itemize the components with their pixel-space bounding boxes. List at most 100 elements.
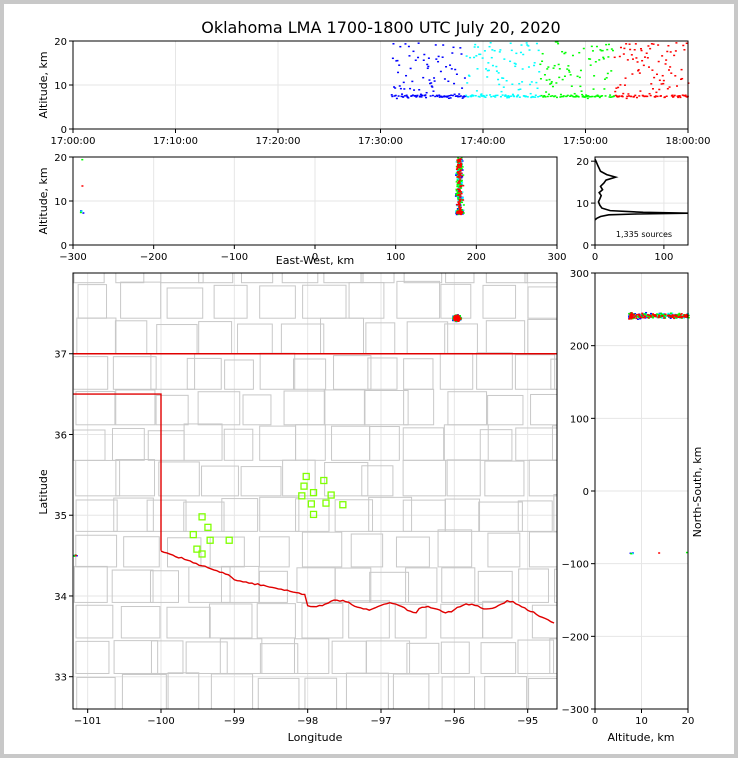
source-point-time xyxy=(557,42,560,45)
source-point-time xyxy=(587,58,590,60)
source-point-ns xyxy=(654,315,657,317)
source-point-time xyxy=(414,59,417,62)
source-point-time xyxy=(545,79,548,81)
county-outline xyxy=(323,389,366,426)
ew-xtick-label: −300 xyxy=(59,252,86,263)
source-point-time xyxy=(613,56,616,59)
hist-ytick-label: 20 xyxy=(576,157,589,168)
source-point-time xyxy=(501,77,504,79)
altitude-histogram-line xyxy=(594,158,689,221)
county-outline xyxy=(158,461,200,497)
source-point-time xyxy=(611,49,614,52)
county-outline xyxy=(183,423,223,461)
source-point-time xyxy=(574,95,577,98)
county-outline xyxy=(440,641,470,674)
source-point-time xyxy=(494,96,497,98)
time-ytick-label: 0 xyxy=(61,125,67,136)
source-point-time xyxy=(514,63,517,65)
source-point-ns xyxy=(641,314,644,316)
source-point-time xyxy=(422,59,425,61)
source-point-time xyxy=(451,52,454,54)
source-point-time xyxy=(493,95,496,97)
source-point-ns xyxy=(634,313,637,315)
county-outline xyxy=(221,498,259,532)
source-point-time xyxy=(602,58,605,60)
source-point-time xyxy=(465,55,468,57)
source-point-ns xyxy=(677,316,680,319)
source-point-time xyxy=(614,94,617,97)
county-outline xyxy=(348,282,385,319)
source-point-time xyxy=(505,95,508,97)
county-outline xyxy=(369,426,400,461)
county-outline xyxy=(441,676,475,709)
source-point-time xyxy=(675,42,678,44)
source-point-ew xyxy=(456,161,459,163)
source-point-time xyxy=(395,97,398,100)
county-outline xyxy=(482,600,513,639)
county-outline xyxy=(440,603,484,639)
source-point-time xyxy=(433,77,436,79)
source-point-time xyxy=(593,75,596,77)
source-point-time xyxy=(545,91,548,93)
source-point-time xyxy=(627,95,630,97)
source-point-time xyxy=(623,84,626,86)
source-point-time xyxy=(559,96,562,98)
hist-xtick-label: 100 xyxy=(654,252,673,263)
source-point-time xyxy=(575,95,578,97)
county-outline xyxy=(223,428,254,461)
source-point-ns xyxy=(661,317,664,319)
source-point-time xyxy=(654,95,657,97)
source-point-time xyxy=(569,74,572,76)
county-outline xyxy=(361,465,394,497)
source-point-ns xyxy=(634,315,637,317)
county-outline xyxy=(334,567,372,603)
source-point-time xyxy=(460,53,463,55)
source-point-time xyxy=(490,95,493,98)
source-point-ew xyxy=(462,212,465,214)
source-point-time xyxy=(504,94,507,96)
source-point-ns xyxy=(648,316,651,318)
ew-ytick-label: 0 xyxy=(61,241,67,252)
source-point-time xyxy=(426,63,429,66)
source-point-time xyxy=(463,77,466,79)
source-point-time xyxy=(532,96,535,98)
county-outline xyxy=(201,465,239,497)
source-point-time xyxy=(565,95,568,98)
source-point-time xyxy=(431,86,434,88)
source-point-time xyxy=(435,94,438,97)
ns-ytick-label: 200 xyxy=(570,342,589,353)
source-point-time xyxy=(671,94,674,97)
county-outline xyxy=(530,393,557,426)
county-outline xyxy=(441,567,476,603)
source-point-time xyxy=(540,94,543,97)
source-point-time xyxy=(430,82,433,84)
source-point-time xyxy=(640,49,643,52)
county-outline xyxy=(120,606,161,639)
county-outline xyxy=(77,284,108,319)
source-point-time xyxy=(652,43,655,45)
source-point-time xyxy=(667,69,670,71)
source-point-time xyxy=(417,56,420,59)
source-point-time xyxy=(553,95,556,98)
source-point-ew xyxy=(457,203,460,206)
source-point-ns xyxy=(663,315,666,318)
county-outline xyxy=(76,676,116,709)
source-point-ew xyxy=(456,184,459,186)
source-point-time xyxy=(656,95,659,98)
source-point-time xyxy=(602,56,605,59)
ns-ytick-label: 0 xyxy=(583,487,589,498)
source-point-ew xyxy=(462,174,465,176)
source-point-time xyxy=(655,91,658,94)
source-point-time xyxy=(560,95,563,98)
map-xtick-label: −97 xyxy=(370,716,391,727)
lma-station-marker xyxy=(300,482,308,490)
source-point-time xyxy=(630,54,633,56)
source-point-time xyxy=(423,53,426,56)
source-point-ns xyxy=(650,312,653,315)
county-outline xyxy=(527,318,557,355)
source-point-time xyxy=(411,80,414,83)
source-point-time xyxy=(397,71,400,74)
source-point-time xyxy=(605,43,608,46)
source-point-time xyxy=(498,51,501,53)
county-outline xyxy=(484,676,528,709)
